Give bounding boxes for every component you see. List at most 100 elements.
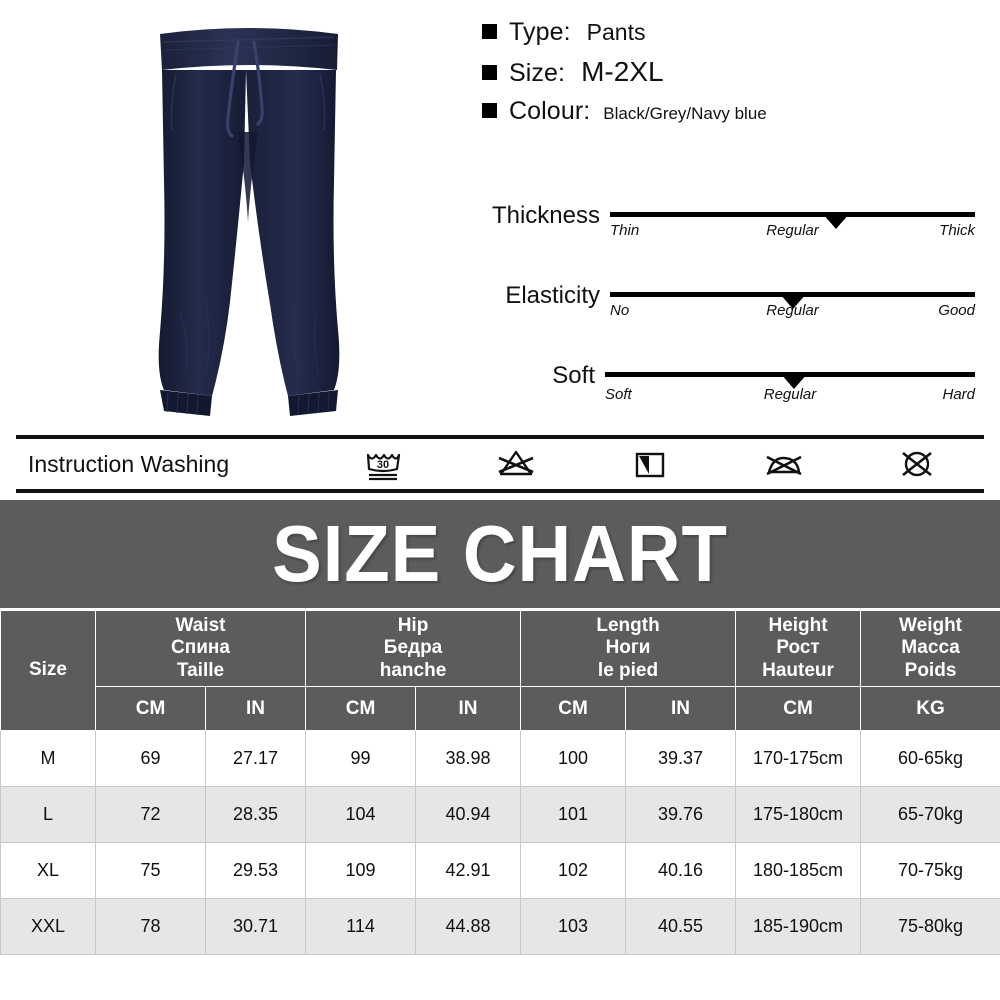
cell-waist-in: 27.17 xyxy=(204,730,307,788)
cell-height: 170-175cm xyxy=(735,730,862,788)
do-not-bleach-icon xyxy=(498,450,534,476)
scale-tick-hard: Hard xyxy=(942,386,975,403)
cell-size: XL xyxy=(0,842,96,900)
scale-label-soft: Soft xyxy=(552,362,595,389)
scale-tick-good: Good xyxy=(938,302,975,319)
scale-ticks-thickness: Thin Regular Thick xyxy=(610,222,975,244)
cell-size: L xyxy=(0,786,96,844)
scale-tick-regular: Regular xyxy=(766,302,819,319)
cell-hip-in: 42.91 xyxy=(415,842,522,900)
scale-tick-thick: Thick xyxy=(939,222,975,239)
header-unit-waist-cm: CM xyxy=(95,686,206,732)
scale-tick-regular: Regular xyxy=(763,386,817,403)
cell-weight: 60-65kg xyxy=(860,730,1000,788)
spec-label-size: Size: xyxy=(509,59,566,87)
scale-tick-thin: Thin xyxy=(610,222,640,239)
scale-track-thickness xyxy=(610,212,975,229)
pants-illustration xyxy=(158,28,340,416)
cell-height: 185-190cm xyxy=(735,898,862,956)
spec-value-size: M-2XL xyxy=(581,56,664,87)
property-scale-soft: Soft Soft Regular Hard xyxy=(470,356,1000,426)
cell-length-in: 40.55 xyxy=(625,898,737,956)
table-row: XL 75 29.53 109 42.91 102 40.16 180-185c… xyxy=(0,842,1000,900)
spec-label-type: Type: xyxy=(509,18,571,46)
header-unit-hip-in: IN xyxy=(415,686,522,732)
header-size: Size xyxy=(0,609,96,732)
spec-row-colour: Colour: Black/Grey/Navy blue xyxy=(482,97,992,126)
washing-instruction-title: Instruction Washing xyxy=(28,450,230,477)
cell-waist-in: 30.71 xyxy=(204,898,307,956)
cell-waist-cm: 78 xyxy=(95,898,206,956)
header-unit-height-cm: CM xyxy=(735,686,862,732)
square-bullet-icon xyxy=(482,24,497,39)
product-overview-section: Type: Pants Size: M-2XL Colour: Black/Gr… xyxy=(0,0,1000,430)
scale-tick-no: No xyxy=(610,302,630,319)
header-unit-waist-in: IN xyxy=(204,686,307,732)
cell-length-in: 40.16 xyxy=(625,842,737,900)
header-unit-hip-cm: CM xyxy=(305,686,417,732)
spec-row-size: Size: M-2XL xyxy=(482,56,992,88)
scale-marker-thickness xyxy=(823,214,850,229)
spec-value-colour: Black/Grey/Navy blue xyxy=(603,104,767,123)
cell-hip-cm: 114 xyxy=(305,898,417,956)
care-symbol-list: 30 xyxy=(316,445,984,483)
cell-length-cm: 103 xyxy=(520,898,627,956)
size-chart-header: Size Waist Спина Taille Hip Бедра hanche… xyxy=(0,609,1000,732)
property-scale-elasticity: Elasticity No Regular Good xyxy=(470,276,1000,346)
cell-height: 180-185cm xyxy=(735,842,862,900)
scale-ticks-soft: Soft Regular Hard xyxy=(605,386,975,408)
header-unit-length-cm: CM xyxy=(520,686,627,732)
scale-label-thickness: Thickness xyxy=(491,202,600,229)
cell-length-cm: 102 xyxy=(520,842,627,900)
cell-length-cm: 100 xyxy=(520,730,627,788)
header-waist: Waist Спина Taille xyxy=(94,609,307,688)
washing-instruction-bar: Instruction Washing 30 xyxy=(16,435,984,493)
scale-marker-elasticity xyxy=(779,294,806,309)
header-unit-weight-kg: KG xyxy=(860,686,1000,732)
scale-ticks-elasticity: No Regular Good xyxy=(610,302,975,324)
size-chart-table: Size Waist Спина Taille Hip Бедра hanche… xyxy=(0,609,1000,956)
scale-track-elasticity xyxy=(610,292,975,309)
table-row: M 69 27.17 99 38.98 100 39.37 170-175cm … xyxy=(0,730,1000,788)
property-scales: Thickness Thin Regular Thick Elasticity … xyxy=(470,196,1000,422)
cell-hip-in: 40.94 xyxy=(415,786,522,844)
cell-weight: 75-80kg xyxy=(860,898,1000,956)
spec-value-type: Pants xyxy=(586,19,646,45)
cell-waist-in: 29.53 xyxy=(204,842,307,900)
scale-tick-soft: Soft xyxy=(605,386,632,403)
table-row: XXL 78 30.71 114 44.88 103 40.55 185-190… xyxy=(0,898,1000,956)
cell-hip-cm: 99 xyxy=(305,730,417,788)
cell-waist-cm: 69 xyxy=(95,730,206,788)
cell-waist-in: 28.35 xyxy=(204,786,307,844)
cell-hip-cm: 109 xyxy=(305,842,417,900)
scale-tick-regular: Regular xyxy=(766,222,819,239)
cell-waist-cm: 75 xyxy=(95,842,206,900)
do-not-iron-icon xyxy=(765,455,802,476)
spec-row-type: Type: Pants xyxy=(482,18,992,47)
scale-label-elasticity: Elasticity xyxy=(505,282,600,309)
cell-waist-cm: 72 xyxy=(95,786,206,844)
header-unit-length-in: IN xyxy=(625,686,737,732)
scale-marker-soft xyxy=(780,374,807,389)
cell-hip-in: 38.98 xyxy=(415,730,522,788)
product-image-navy-jogger-pants xyxy=(120,12,420,422)
header-weight: Weight Масса Poids xyxy=(860,609,1000,688)
cell-height: 175-180cm xyxy=(735,786,862,844)
cell-size: M xyxy=(0,730,96,788)
cell-weight: 70-75kg xyxy=(860,842,1000,900)
scale-track-soft xyxy=(605,372,975,389)
cell-length-in: 39.76 xyxy=(625,786,737,844)
size-chart-title: SIZE CHART xyxy=(272,509,728,598)
header-hip: Hip Бедра hanche xyxy=(305,609,522,688)
spec-label-colour: Colour: xyxy=(509,97,591,125)
cell-length-cm: 101 xyxy=(520,786,627,844)
product-spec-list: Type: Pants Size: M-2XL Colour: Black/Gr… xyxy=(482,18,992,135)
header-length: Length Ноги le pied xyxy=(520,609,737,688)
cell-size: XXL xyxy=(0,898,96,956)
wash-30-icon: 30 xyxy=(366,453,400,481)
do-not-dry-clean-icon xyxy=(902,451,932,477)
square-bullet-icon xyxy=(482,65,497,80)
table-row: L 72 28.35 104 40.94 101 39.76 175-180cm… xyxy=(0,786,1000,844)
svg-text:30: 30 xyxy=(377,459,389,471)
